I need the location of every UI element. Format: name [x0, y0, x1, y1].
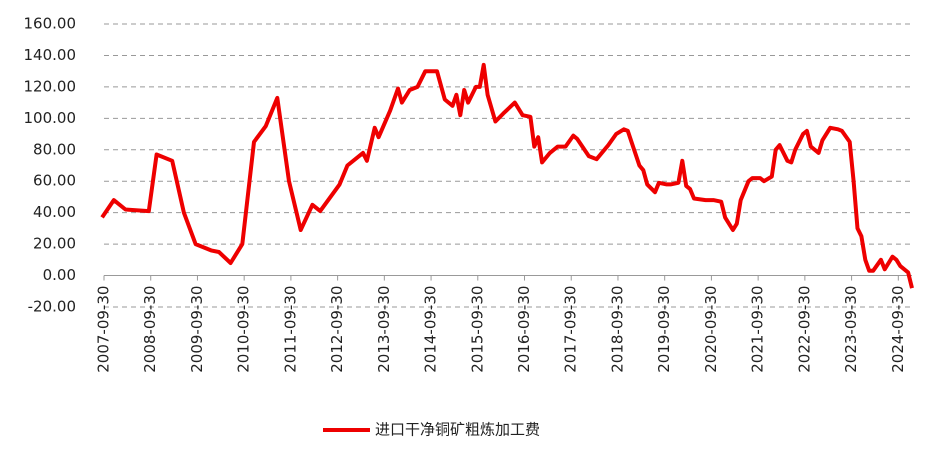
x-tick-label: 2011-09-30: [281, 286, 299, 373]
x-tick-label: 2016-09-30: [515, 286, 533, 373]
y-tick-label: 60.00: [33, 172, 76, 190]
x-tick-label: 2017-09-30: [562, 286, 580, 373]
y-tick-label: 120.00: [24, 77, 77, 95]
x-tick-label: 2021-09-30: [749, 286, 767, 373]
x-tick-label: 2023-09-30: [842, 286, 860, 373]
y-tick-label: -20.00: [28, 298, 76, 316]
series-line: [100, 62, 914, 289]
x-tick-label: 2012-09-30: [328, 286, 346, 373]
x-tick-label: 2015-09-30: [468, 286, 486, 373]
y-tick-label: 160.00: [24, 15, 77, 33]
y-tick-label: 20.00: [33, 235, 76, 253]
x-tick-label: 2024-09-30: [889, 286, 907, 373]
x-tick-label: 2008-09-30: [141, 286, 159, 373]
y-tick-label: 100.00: [24, 109, 77, 127]
y-tick-label: 40.00: [33, 203, 76, 221]
x-tick-label: 2020-09-30: [702, 286, 720, 373]
y-tick-label: 0.00: [43, 266, 76, 284]
x-tick-label: 2014-09-30: [422, 286, 440, 373]
x-tick-label: 2007-09-30: [95, 286, 113, 373]
x-tick-label: 2009-09-30: [188, 286, 206, 373]
y-tick-label: 140.00: [24, 46, 77, 64]
x-tick-label: 2018-09-30: [608, 286, 626, 373]
x-tick-label: 2019-09-30: [655, 286, 673, 373]
legend-label: 进口干净铜矿粗炼加工费: [375, 421, 540, 439]
x-tick-label: 2022-09-30: [795, 286, 813, 373]
y-tick-label: 80.00: [33, 140, 76, 158]
x-tick-label: 2010-09-30: [235, 286, 253, 373]
x-tick-label: 2013-09-30: [375, 286, 393, 373]
